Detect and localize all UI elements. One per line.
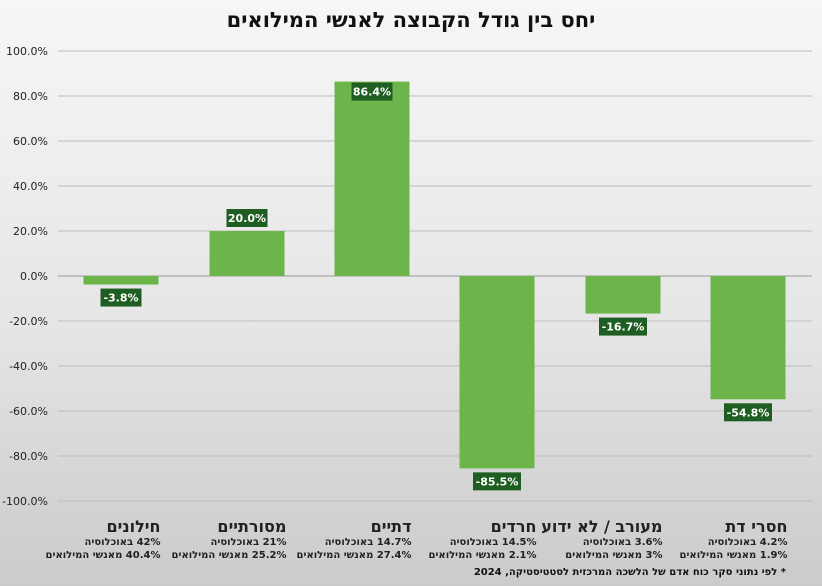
data-label: -3.8% [103,292,138,305]
y-tick-label: 80.0% [13,90,48,103]
data-label: -54.8% [727,406,770,419]
category-label: מעורב / לא ידוע 3.6% באוכלוסיה 3% מאנשי המ… [533,517,663,562]
category-label: מסורתיים 21% באוכלוסיה 25.2% מאנשי המילואי… [157,518,287,562]
data-label-bg [351,82,393,101]
category-label: דתיים 14.7% באוכלוסיה 27.4% מאנשי המילואים [282,518,412,562]
category-name: מעורב / לא ידוע [541,517,663,536]
y-tick-label: 40.0% [13,180,48,193]
data-label-bg [473,472,521,491]
data-label-bg [100,288,142,307]
y-tick-label: 20.0% [13,225,48,238]
bar [585,276,661,314]
category-name: חסרי דת [725,517,788,536]
data-label-bg [724,403,772,422]
category-stat: 2.1% מאנשי המילואים [428,550,537,561]
y-tick-label: -60.0% [9,405,48,418]
category-stat: 27.4% מאנשי המילואים [296,550,412,561]
bar [710,276,786,400]
data-label: 86.4% [353,86,391,99]
category-name: דתיים [370,517,412,536]
category-stat: 3% מאנשי המילואים [565,550,663,561]
category-name: מסורתיים [217,517,287,536]
data-label: -85.5% [476,475,519,488]
bar [459,276,535,469]
data-label: -16.7% [602,321,645,334]
category-stat: 14.7% באוכלוסיה [324,537,412,548]
footnote: * לפי נתוני סקר כוח אדם של הלשכה המרכזית… [473,567,786,578]
category-label: חסרי דת 4.2% באוכלוסיה 1.9% מאנשי המילואים [658,518,788,562]
data-label-bg [226,209,268,227]
category-stat: 3.6% באוכלוסיה [582,537,663,548]
category-name: חרדים [490,517,537,536]
category-stat: 42% באוכלוסיה [84,537,161,548]
data-label-bg [599,317,647,336]
bar [334,81,410,276]
y-tick-label: -100.0% [2,495,48,508]
category-stat: 21% באוכלוסיה [210,537,287,548]
category-stat: 1.9% מאנשי המילואים [679,550,788,561]
category-name: חילונים [106,517,161,536]
y-tick-label: 0.0% [20,270,48,283]
category-stat: 4.2% באוכלוסיה [707,537,788,548]
category-stat: 40.4% מאנשי המילואים [45,550,161,561]
y-tick-label: -20.0% [9,315,48,328]
y-tick-label: -40.0% [9,360,48,373]
category-stat: 25.2% מאנשי המילואים [171,550,287,561]
bar [209,231,285,276]
y-tick-label: -80.0% [9,450,48,463]
category-label: חרדים 14.5% באוכלוסיה 2.1% מאנשי המילואים [407,518,537,562]
y-tick-label: 100.0% [6,45,48,58]
data-label: 20.0% [228,212,266,225]
category-label: חילונים 42% באוכלוסיה 40.4% מאנשי המילואים [31,518,161,562]
bar [83,276,159,285]
chart-title: יחס בין גודל הקבוצה לאנשי המילואים [226,8,596,32]
y-tick-label: 60.0% [13,135,48,148]
category-stat: 14.5% באוכלוסיה [449,537,537,548]
